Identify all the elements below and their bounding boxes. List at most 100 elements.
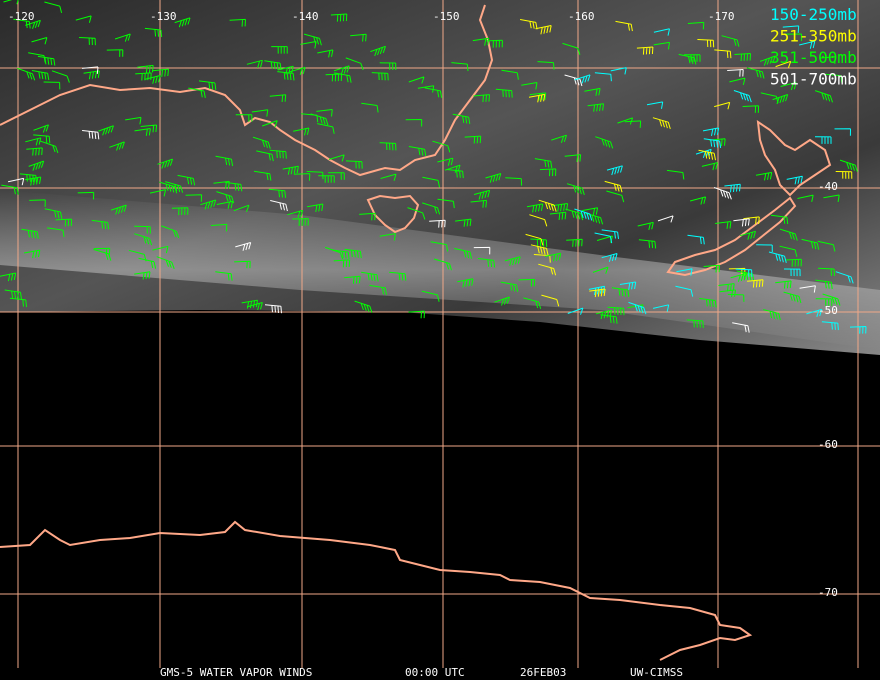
nz-south-coast — [666, 196, 797, 277]
wind-barb — [455, 218, 472, 227]
wind-barb — [421, 290, 440, 302]
wind-barb — [24, 249, 41, 259]
wind-barb — [301, 113, 319, 123]
wind-barb — [686, 319, 704, 328]
wind-barb — [825, 73, 843, 83]
wind-barb — [300, 41, 317, 49]
wind-barb — [91, 219, 110, 230]
wind-barb — [601, 229, 619, 239]
wind-barb — [287, 209, 304, 219]
wind-barb — [234, 260, 251, 269]
wind-barb — [379, 142, 397, 151]
wind-barb — [770, 214, 789, 225]
wind-barb — [485, 173, 502, 183]
wind-barb — [779, 228, 798, 241]
wind-barb — [293, 173, 311, 181]
wind-barb — [256, 150, 274, 162]
wind-barb — [714, 49, 732, 59]
wind-barb — [470, 199, 487, 208]
wind-barb — [25, 137, 42, 146]
wind-barb — [533, 254, 551, 263]
footer-text: 26FEB03 — [520, 666, 566, 679]
wind-barb — [307, 203, 324, 212]
wind-barb — [714, 101, 731, 110]
wind-barb — [775, 60, 792, 69]
wind-barb — [759, 55, 776, 66]
wind-barb — [526, 203, 544, 213]
wind-barb — [246, 59, 263, 69]
wind-barb — [652, 304, 670, 312]
wind-barb — [574, 74, 591, 84]
wind-barb — [775, 280, 792, 289]
wind-barb — [251, 109, 269, 117]
wind-barb — [607, 306, 625, 316]
wind-barb — [253, 170, 272, 181]
wind-barb — [687, 21, 705, 30]
wind-barb — [361, 271, 379, 282]
wind-barb — [429, 219, 446, 228]
wind-barb — [819, 56, 836, 64]
wind-barb — [530, 238, 548, 247]
wind-barb — [344, 248, 362, 259]
wind-barb — [849, 326, 867, 334]
footer-text: UW-CIMSS — [630, 666, 683, 679]
wind-barb — [505, 177, 523, 186]
wind-barb — [606, 190, 625, 203]
wind-barb — [589, 288, 606, 298]
wind-barb — [525, 233, 544, 246]
wind-barb — [293, 127, 310, 136]
wind-barb — [152, 68, 169, 77]
wind-barb — [564, 74, 583, 87]
wind-barb — [134, 128, 151, 136]
wind-barb — [638, 239, 657, 249]
wind-barb — [332, 249, 350, 260]
wind-barb — [29, 199, 46, 207]
wind-barb — [277, 71, 295, 81]
wind-barb — [144, 75, 161, 84]
longitude-label: -160 — [568, 10, 595, 23]
wind-barb — [437, 198, 455, 209]
wind-barb — [799, 285, 816, 293]
wind-barb — [25, 19, 41, 29]
wind-barb — [760, 92, 779, 104]
wind-barb — [817, 240, 836, 252]
wind-barb — [1, 184, 19, 195]
wind-barb — [344, 275, 361, 284]
wind-barb — [768, 251, 787, 264]
wind-barb — [495, 88, 513, 98]
wind-barb — [135, 72, 152, 81]
wind-barb — [535, 25, 552, 35]
wind-barb — [477, 258, 496, 268]
legend-entry: 251-350mb — [770, 27, 857, 46]
wind-barb — [457, 278, 474, 288]
wind-barb — [161, 225, 180, 239]
wind-barb — [604, 180, 623, 193]
wind-barb — [379, 62, 397, 71]
wind-barb — [735, 268, 753, 277]
wind-barb — [134, 233, 153, 246]
wind-barb — [17, 67, 36, 81]
wind-barb — [28, 160, 45, 171]
wind-barb — [574, 208, 593, 221]
wind-barb — [494, 296, 510, 306]
wind-barb — [210, 223, 228, 232]
wind-barb — [676, 268, 693, 276]
wind-barb — [504, 256, 521, 266]
wind-barb — [772, 94, 789, 105]
wind-barb — [269, 149, 287, 159]
wind-barb — [417, 85, 435, 93]
australia-coast — [0, 4, 494, 177]
wind-barb — [33, 124, 49, 133]
wind-barb — [82, 130, 100, 140]
wind-barb — [666, 169, 685, 180]
coastlines — [0, 4, 832, 661]
wind-barb — [736, 270, 755, 281]
wind-barb — [834, 128, 851, 136]
wind-barb — [473, 246, 491, 255]
wind-barb — [801, 238, 820, 250]
wind-barb — [317, 123, 335, 134]
wind-barb — [437, 157, 454, 166]
wind-barb — [215, 271, 233, 281]
wind-barb — [652, 117, 671, 130]
